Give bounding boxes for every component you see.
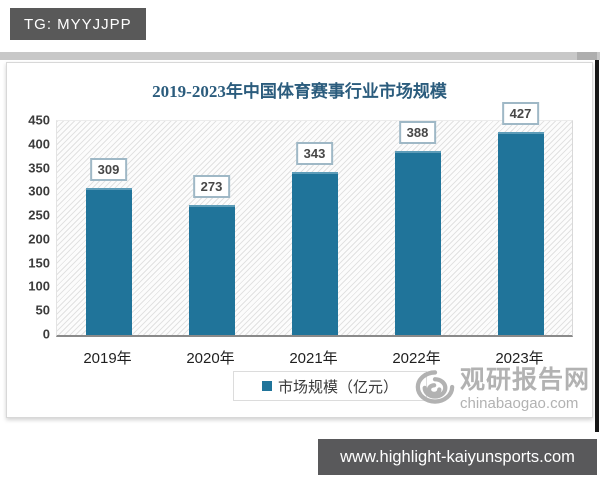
y-axis-tick-label: 150	[28, 255, 50, 271]
x-axis-tick-label: 2023年	[495, 350, 544, 367]
y-axis-tick-label: 400	[28, 136, 50, 152]
bar-value-label: 309	[89, 158, 128, 182]
bar-value-label: 427	[501, 101, 540, 125]
bar-2022年	[394, 150, 441, 335]
bar-value-label: 273	[192, 175, 231, 199]
y-axis-tick-label: 50	[35, 302, 50, 318]
top-divider-band	[0, 52, 600, 60]
y-axis-tick-label: 350	[28, 160, 50, 176]
y-axis-tick-label: 300	[28, 183, 50, 199]
tg-badge: TG: MYYJJPP	[10, 8, 146, 40]
footer-url-bar: www.highlight-kaiyunsports.com	[318, 439, 597, 475]
x-axis-labels: 2019年 2020年 2021年 2022年 2023年	[56, 347, 571, 367]
legend-color-square	[261, 381, 272, 391]
plot-area: 309 273 343 388 427	[56, 101, 573, 337]
x-axis-tick-label: 2021年	[289, 350, 338, 367]
y-axis-tick-label: 100	[28, 278, 50, 294]
y-axis-tick-label: 0	[42, 326, 50, 342]
x-axis-tick-label: 2019年	[83, 350, 132, 367]
footer-url: www.highlight-kaiyunsports.com	[340, 447, 575, 466]
bar-value-label: 343	[295, 141, 334, 165]
bar-2020年	[188, 205, 235, 335]
x-axis-tick-label: 2022年	[392, 350, 441, 367]
y-axis: 0 50 100 150 200 250 300 350 400 450	[7, 113, 50, 342]
bar-2019年	[85, 188, 132, 335]
y-axis-tick-label: 200	[28, 231, 50, 247]
page-right-edge	[595, 60, 599, 432]
x-axis-tick-label: 2020年	[186, 350, 235, 367]
bar-value-label: 388	[398, 120, 437, 144]
watermark-text: 观研报告网 chinabaogao.com	[459, 366, 590, 412]
y-axis-tick-label: 250	[28, 207, 50, 223]
top-divider-band-segment	[577, 52, 597, 60]
watermark-site-name: 观研报告网	[459, 366, 590, 394]
chart-panel: 2019-2023年中国体育赛事行业市场规模 0 50 100 150 200 250 30…	[6, 62, 593, 418]
tg-badge-label: TG: MYYJJPP	[24, 15, 132, 33]
swirl-logo-icon	[414, 369, 456, 410]
watermark-site-domain: chinabaogao.com	[459, 395, 579, 412]
bar-2023年	[497, 131, 544, 335]
y-axis-tick-label: 450	[28, 112, 50, 128]
bar-2021年	[291, 171, 338, 335]
legend-series-label: 市场规模（亿元）	[277, 378, 398, 396]
chart-legend: 市场规模（亿元）	[233, 371, 427, 401]
chart-title: 2019-2023年中国体育赛事行业市场规模	[152, 82, 447, 101]
watermark: 观研报告网 chinabaogao.com	[414, 368, 590, 411]
